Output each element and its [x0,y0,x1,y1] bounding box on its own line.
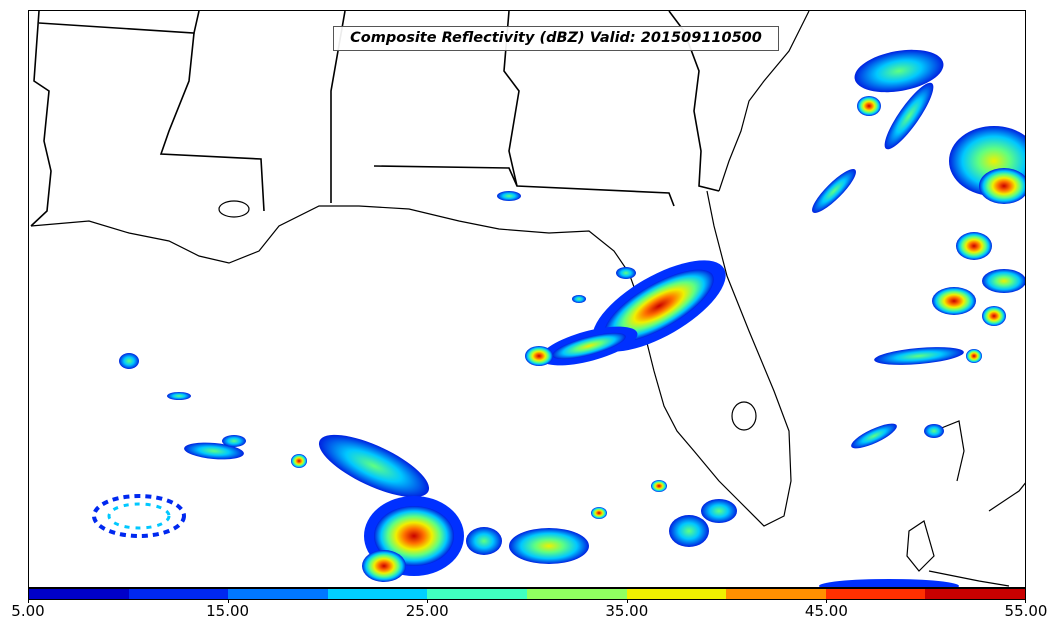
colorbar-tick-label: 25.00 [405,602,449,620]
colorbar-segment [427,589,527,599]
colorbar-segment [327,589,428,599]
colorbar-segment [526,589,627,599]
map-panel: Composite Reflectivity (dBZ) Valid: 2015… [28,10,1026,588]
colorbar-tick-label: 15.00 [206,602,250,620]
colorbar-tick-label: 35.00 [605,602,649,620]
colorbar-segment [626,589,727,599]
map-title: Composite Reflectivity (dBZ) Valid: 2015… [333,26,779,51]
colorbar-tick-label: 45.00 [804,602,848,620]
colorbar-tick-label: 55.00 [1004,602,1048,620]
coastline [30,11,1025,587]
colorbar-tick-label: 5.00 [11,602,45,620]
colorbar-tick-mark [427,599,429,603]
colorbar-tick-mark [826,599,828,603]
colorbar-tick-mark [28,599,29,603]
colorbar-tick-mark [626,599,628,603]
colorbar-segment [29,589,129,599]
colorbar [28,588,1026,600]
colorbar-segment [228,589,328,599]
reflectivity-map [30,11,1025,587]
colorbar-segment [825,589,926,599]
colorbar-segment [925,589,1025,599]
colorbar-tick-mark [1025,599,1026,603]
colorbar-segment [726,589,826,599]
colorbar-segment [128,589,229,599]
colorbar-tick-mark [227,599,229,603]
radar-echoes [92,49,1025,587]
